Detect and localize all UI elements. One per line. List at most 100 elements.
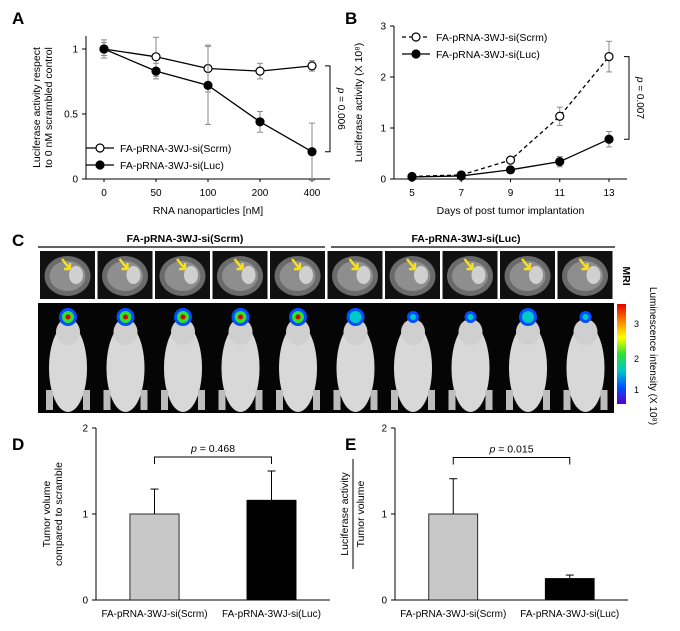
mri-label: MRI — [620, 266, 632, 285]
luminescence-spot-core — [123, 314, 128, 320]
data-point — [255, 117, 265, 127]
chart-B: 0 1 2 3 5 7 9 11 13 Days of post tumor implantati… — [353, 22, 645, 218]
mouse-tile — [391, 311, 435, 412]
mri-tile — [385, 251, 440, 299]
mouse-leg — [161, 390, 168, 410]
chart-E: 0 1 2 FA-pRNA-3WJ-si(Scrm) FA-pRNA-3WJ-si(Lu… — [339, 424, 628, 620]
annotation-p-value: = 0.007 — [634, 82, 645, 119]
x-category-label: FA-pRNA-3WJ-si(Luc) — [520, 609, 619, 620]
x-tick-label: 11 — [555, 188, 566, 199]
x-tick-label: 0 — [101, 188, 107, 199]
y-tick-label: 0 — [72, 175, 78, 186]
panel-letter-c: C — [12, 231, 24, 250]
yellow-arrow — [521, 258, 532, 271]
mouse-leg — [428, 390, 435, 410]
mouse-leg — [198, 390, 205, 410]
y-tick-label: 0.5 — [64, 110, 78, 121]
mri-tumor — [69, 266, 83, 284]
x-tick-label: 200 — [252, 188, 269, 199]
mouse-leg — [600, 390, 608, 410]
data-point — [99, 44, 109, 54]
x-tick-label: 50 — [150, 188, 162, 199]
y-tick-label: 1 — [381, 510, 387, 521]
y-tick-label: 3 — [380, 22, 386, 33]
luminescence-spot-mid — [349, 311, 362, 323]
panel-letter-e: E — [345, 435, 356, 454]
yellow-arrow — [233, 258, 244, 271]
x-tick-label: 7 — [458, 188, 464, 199]
mouse-leg — [543, 390, 550, 410]
y-axis-label-line2: to 0 nM scrambled control — [43, 47, 55, 168]
mouse-silhouette — [394, 324, 432, 412]
mri-tile — [557, 251, 613, 299]
y-tick-label: 2 — [380, 73, 386, 84]
mouse-tile — [448, 311, 493, 412]
y-tick-label: 1 — [82, 510, 88, 521]
data-point — [505, 165, 516, 175]
mouse-leg — [506, 390, 513, 410]
mouse-leg — [370, 390, 378, 410]
mouse-silhouette — [164, 324, 202, 412]
y-axis-label-denominator: Tumor volume — [355, 480, 367, 547]
y-tick-label: 2 — [82, 424, 88, 435]
mouse-leg — [563, 390, 571, 410]
mouse-head — [401, 319, 425, 345]
colorbar-tick-label: 3 — [634, 319, 639, 329]
legend-marker — [411, 49, 421, 59]
mouse-leg — [46, 390, 53, 410]
mri-tumor — [299, 266, 313, 284]
chart-D: 0 1 2 FA-pRNA-3WJ-si(Scrm) FA-pRNA-3WJ-si(Lu… — [41, 424, 330, 620]
y-axis-label-line1: Tumor volume — [41, 480, 53, 547]
legend-label: FA-pRNA-3WJ-si(Scrm) — [120, 143, 231, 155]
mouse-tile — [161, 308, 205, 412]
mouse-silhouette — [49, 324, 87, 412]
data-point — [604, 51, 614, 62]
mri-tile — [500, 251, 555, 299]
data-point — [151, 52, 161, 62]
data-point — [203, 80, 213, 91]
group-label-luc: FA-pRNA-3WJ-si(Luc) — [411, 233, 520, 245]
significance-bracket — [624, 56, 630, 140]
mri-tumor — [414, 266, 428, 284]
mouse-tile — [333, 308, 378, 412]
mouse-leg — [391, 390, 398, 410]
panel-letter-d: D — [12, 435, 24, 454]
mri-tumor — [126, 266, 141, 284]
y-tick-label: 2 — [381, 424, 387, 435]
mouse-silhouette — [106, 324, 145, 412]
annotation-p-symbol: p — [335, 87, 346, 94]
mouse-silhouette — [509, 324, 547, 412]
luminescence-spot-core — [295, 314, 301, 320]
annotation-p-symbol: p — [190, 443, 197, 455]
luminescence-spot-mid — [522, 311, 534, 323]
y-tick-label: 0 — [380, 175, 386, 186]
mouse-head — [286, 319, 310, 345]
data-point — [555, 157, 565, 167]
bar — [246, 499, 297, 601]
data-point — [307, 61, 317, 71]
mouse-leg — [313, 390, 320, 410]
yellow-arrow — [61, 258, 72, 271]
legend-marker — [95, 160, 105, 170]
panel-letter-a: A — [12, 9, 24, 28]
data-point — [407, 172, 417, 182]
luminescence-spot-mid — [467, 314, 474, 320]
mouse-leg — [218, 390, 226, 410]
y-tick-label: 1 — [72, 45, 78, 56]
yellow-arrow — [348, 258, 359, 271]
mouse-head — [516, 319, 540, 345]
annotation-p-symbol: p — [488, 444, 495, 456]
mouse-silhouette — [566, 324, 605, 412]
x-tick-label: 5 — [409, 188, 415, 199]
chart-A: 0 0.5 1 0 50 100 200 400 RNA nanoparticles [nM] L… — [31, 36, 346, 217]
bar — [129, 513, 180, 601]
mouse-silhouette — [279, 324, 317, 412]
panel-c-imaging: FA-pRNA-3WJ-si(Scrm) FA-pRNA-3WJ-si(Luc) M… — [38, 233, 658, 425]
mouse-leg — [255, 390, 263, 410]
yellow-arrow — [578, 258, 589, 271]
data-point — [255, 66, 265, 76]
x-category-label: FA-pRNA-3WJ-si(Scrm) — [400, 609, 506, 620]
mouse-tile — [46, 308, 90, 412]
mouse-silhouette — [451, 324, 490, 412]
mouse-head — [458, 319, 483, 345]
